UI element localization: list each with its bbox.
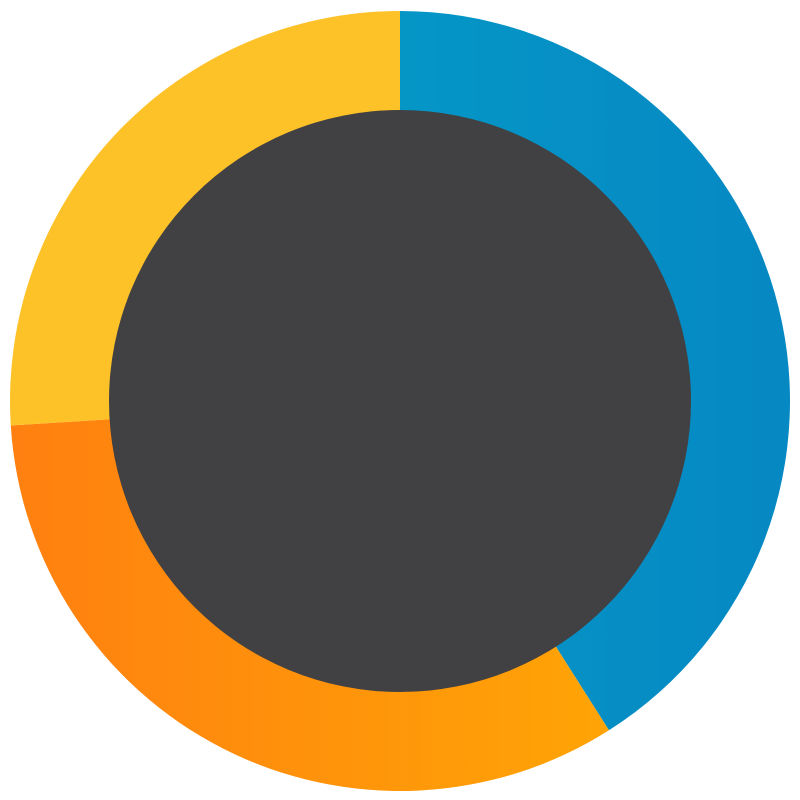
donut-center — [109, 110, 691, 692]
